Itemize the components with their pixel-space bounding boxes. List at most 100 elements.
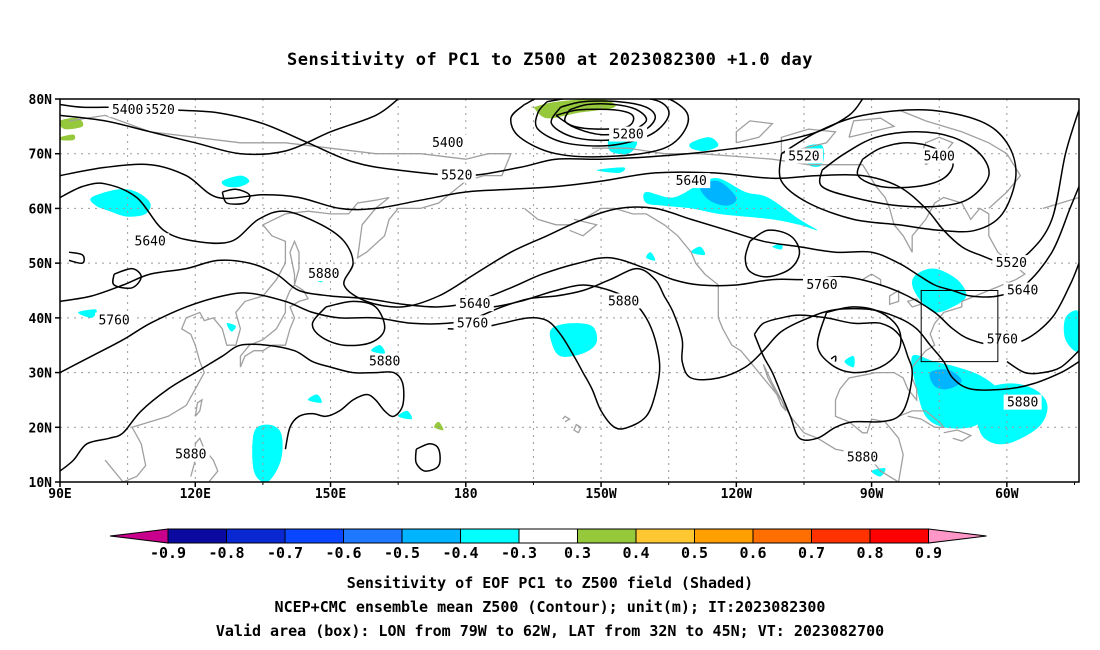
- contour-label-bg: [455, 296, 494, 312]
- sensitivity-patch: [221, 175, 250, 188]
- z500-contour: [744, 229, 801, 278]
- lon-label: 180: [454, 487, 478, 502]
- contour-label-bg: [453, 315, 492, 331]
- coastline: [898, 109, 1022, 209]
- caption-line-2: NCEP+CMC ensemble mean Z500 (Contour); u…: [274, 598, 826, 616]
- colorbar-cell: [343, 528, 403, 544]
- sensitivity-patch: [434, 421, 444, 431]
- colorbar-cell: [577, 528, 637, 544]
- contour-label-bg: [992, 255, 1031, 271]
- coastline: [592, 147, 1027, 482]
- coastline: [289, 239, 300, 286]
- colorbar-cell: [460, 528, 520, 544]
- sensitivity-patch: [1063, 310, 1079, 352]
- sensitivity-patch: [689, 137, 719, 152]
- coastline: [848, 117, 896, 138]
- z500-contour: [753, 314, 913, 442]
- coastline: [239, 284, 309, 368]
- z500-contour: [414, 442, 441, 472]
- contour-label-bg: [1003, 282, 1042, 298]
- lon-label: 90W: [860, 487, 884, 502]
- sensitivity-patch: [968, 383, 1048, 445]
- sensitivity-patch: [596, 167, 626, 173]
- contour-label: 5520: [144, 103, 175, 118]
- colorbar-label: 0.5: [681, 544, 708, 562]
- lat-label: 80N: [29, 93, 53, 108]
- colorbar-low-arrow: [109, 528, 169, 544]
- contour-label-bg: [428, 134, 467, 150]
- coastline: [569, 218, 599, 237]
- lon-label: 60W: [995, 487, 1019, 502]
- contour-label: 5400: [924, 149, 955, 164]
- z500-contour: [534, 99, 670, 147]
- lon-label: 150W: [585, 487, 616, 502]
- colorbar-cell: [811, 528, 871, 544]
- lon-label: 90E: [48, 487, 71, 502]
- sensitivity-patch: [60, 134, 76, 141]
- lat-label: 60N: [29, 202, 53, 217]
- lat-label: 10N: [29, 476, 53, 491]
- sensitivity-patch: [871, 468, 886, 477]
- z500-contour: [818, 131, 990, 208]
- z500-contour: [1006, 350, 1079, 375]
- caption-line-3: Valid area (box): LON from 79W to 62W, L…: [215, 622, 885, 640]
- contour-label: 5520: [996, 256, 1027, 271]
- colorbar-cell: [284, 528, 344, 544]
- z500-contour: [60, 256, 1079, 346]
- sensitivity-patch: [691, 246, 706, 256]
- z500-contour: [816, 306, 902, 374]
- contour-label: 5760: [457, 316, 488, 331]
- coastline: [762, 364, 787, 412]
- sensitivity-patch: [77, 309, 97, 318]
- contour-label: 5640: [1007, 284, 1038, 299]
- z500-contour: [68, 251, 85, 265]
- coastline: [562, 415, 571, 423]
- z500-contour: [60, 109, 1079, 264]
- map-frame: [59, 98, 1080, 483]
- z500-contour: [221, 188, 251, 205]
- lon-label: 120W: [721, 487, 752, 502]
- figure-title: Sensitivity of PC1 to Z500 at 2023082300…: [286, 50, 813, 70]
- coastline: [573, 423, 582, 434]
- contour-label: 5280: [612, 128, 643, 143]
- contour-label-bg: [609, 126, 648, 142]
- contour-label-bg: [304, 266, 343, 282]
- colorbar-label: -0.9: [150, 544, 186, 562]
- contour-label-bg: [672, 173, 711, 189]
- z500-contour: [60, 267, 1079, 391]
- contour-label: 5520: [788, 149, 819, 164]
- colorbar-high-arrow: [928, 528, 987, 544]
- z500-contour: [550, 100, 657, 142]
- sensitivity-patch: [772, 243, 783, 250]
- colorbar-label: -0.3: [501, 544, 537, 562]
- z500-contour: [60, 99, 399, 156]
- colorbar-cell: [752, 528, 812, 544]
- lon-label: 150E: [315, 487, 346, 502]
- contour-label: 5400: [432, 136, 463, 151]
- colorbar-label: -0.5: [384, 544, 420, 562]
- colorbar-label: -0.8: [208, 544, 244, 562]
- sensitivity-patch: [549, 323, 598, 357]
- coastline: [735, 120, 774, 144]
- caption-line-1: Sensitivity of EOF PC1 to Z500 field (Sh…: [346, 574, 754, 592]
- contour-label-bg: [365, 353, 404, 369]
- lat-label: 30N: [29, 367, 53, 382]
- z500-contours: [60, 99, 1079, 472]
- z500-contour: [447, 284, 661, 430]
- z500-contour: [60, 343, 405, 472]
- sensitivity-patch: [60, 117, 84, 130]
- sensitivity-patch: [226, 323, 236, 332]
- contour-label-bg: [437, 167, 476, 183]
- sensitivity-patch: [844, 356, 855, 368]
- z500-contour: [311, 300, 386, 347]
- coastline: [898, 410, 946, 428]
- contour-label-bg: [171, 446, 210, 462]
- contour-label-bg: [95, 312, 134, 328]
- colorbar-label: 0.8: [856, 544, 883, 562]
- colorbar-label: 0.3: [564, 544, 591, 562]
- sensitivity-patch: [307, 394, 322, 403]
- z500-contour: [112, 267, 142, 289]
